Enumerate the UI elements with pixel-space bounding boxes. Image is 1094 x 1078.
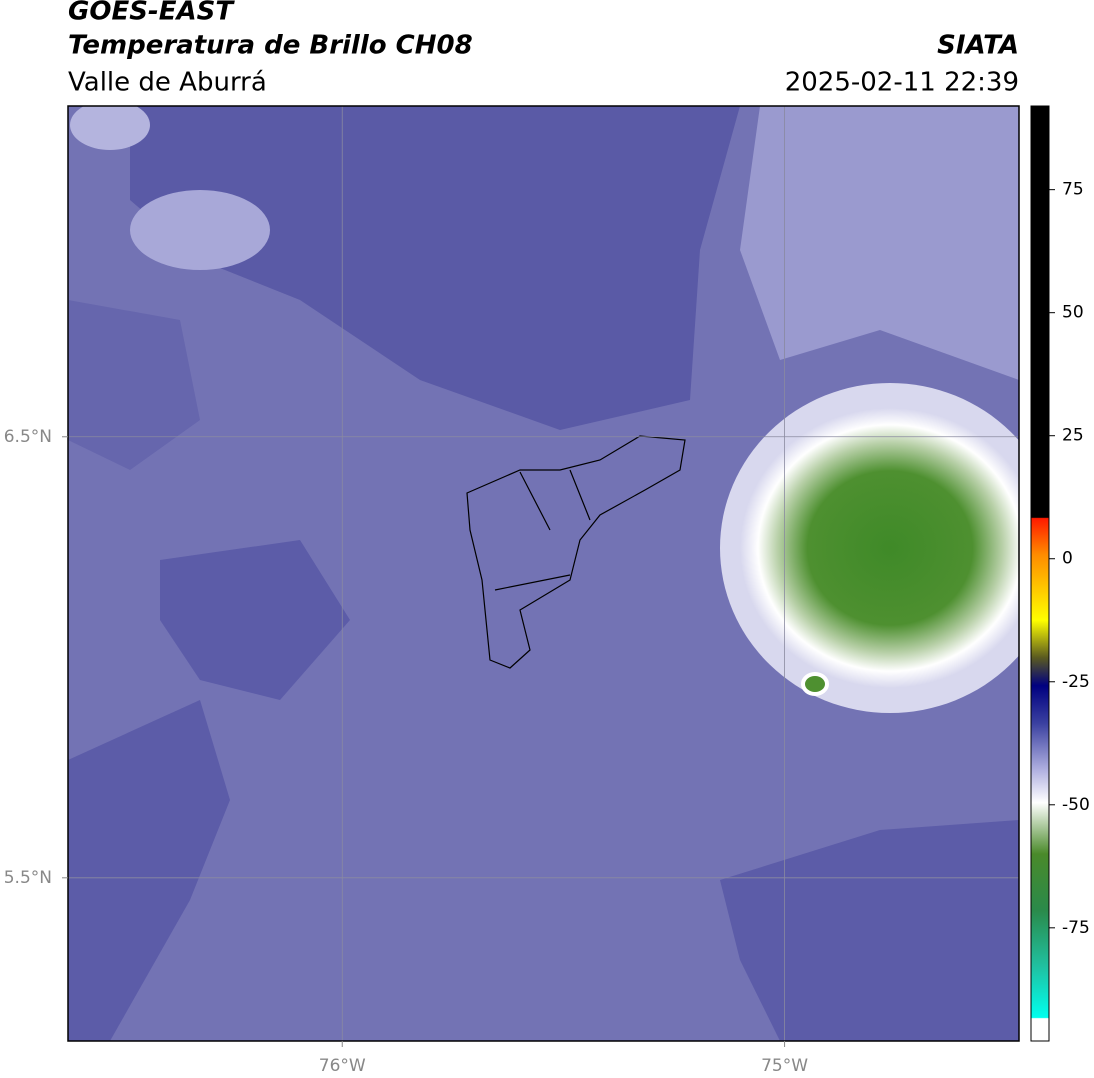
title: GOES-EAST xyxy=(68,0,235,27)
convective-core xyxy=(740,408,1019,688)
colorbar xyxy=(1030,105,1050,1042)
subtitle: Temperatura de Brillo CH08 xyxy=(68,31,473,61)
map-frame xyxy=(67,105,1020,1042)
cloud xyxy=(130,190,270,270)
dry-region xyxy=(720,820,1019,1041)
colorbar-tick-label: 25 xyxy=(1062,426,1084,446)
colorbar-tick-label: 0 xyxy=(1062,549,1073,569)
dry-region xyxy=(68,700,230,1041)
cloud xyxy=(740,106,1019,380)
colorbar-tick-label: 50 xyxy=(1062,303,1084,323)
cloud xyxy=(70,106,150,150)
timestamp: 2025-02-11 22:39 xyxy=(785,68,1019,98)
x-tick-label: 76°W xyxy=(319,1056,366,1076)
source: SIATA xyxy=(937,31,1019,61)
y-tick-label: 6.5°N xyxy=(4,427,52,447)
convective-core xyxy=(801,672,829,696)
region: Valle de Aburrá xyxy=(68,68,267,98)
y-tick-label: 5.5°N xyxy=(4,868,52,888)
dry-region xyxy=(68,300,200,470)
colorbar-tick-label: 75 xyxy=(1062,180,1084,200)
dry-region xyxy=(160,540,350,700)
colorbar-tick-label: -75 xyxy=(1062,918,1090,938)
colorbar-tick-label: -25 xyxy=(1062,672,1090,692)
map xyxy=(68,106,1019,1041)
colorbar-tick-label: -50 xyxy=(1062,795,1090,815)
dry-region xyxy=(130,106,740,430)
x-tick-label: 75°W xyxy=(761,1056,808,1076)
municipality-borders xyxy=(466,435,686,669)
